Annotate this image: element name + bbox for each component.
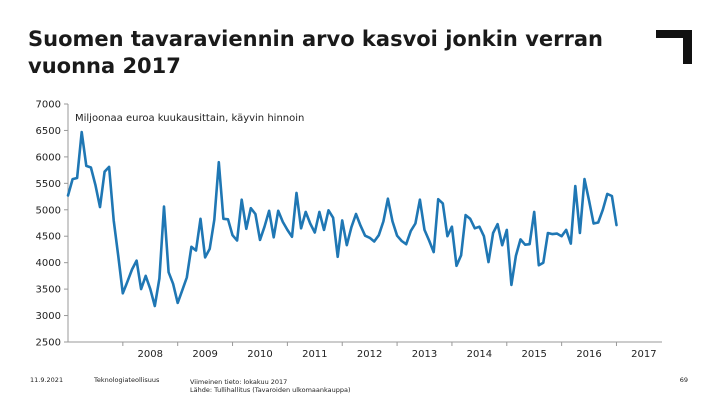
x-tick-label: 2013 — [412, 349, 437, 360]
x-tick-label: 2009 — [192, 349, 217, 360]
x-tick-label: 2010 — [247, 349, 272, 360]
y-tick-label: 3500 — [36, 285, 61, 296]
x-tick-label: 2008 — [138, 349, 163, 360]
y-tick-label: 3000 — [36, 311, 61, 322]
logo-bar-horizontal — [656, 30, 692, 38]
y-tick-label: 2500 — [36, 338, 61, 349]
series-group — [66, 130, 618, 308]
y-tick-label: 5500 — [36, 179, 61, 190]
y-tick-label: 7000 — [36, 100, 61, 111]
x-tick-label: 2011 — [302, 349, 327, 360]
x-tick-label: 2017 — [631, 349, 656, 360]
y-tick-label: 5000 — [36, 205, 61, 216]
chart-subtitle: Miljoonaa euroa kuukausittain, käyvin hi… — [75, 113, 304, 124]
y-tick-label: 6500 — [36, 126, 61, 137]
footer-organization: Teknologiateollisuus — [94, 376, 160, 384]
footer-date: 11.9.2021 — [30, 376, 64, 384]
y-tick-label: 6000 — [36, 152, 61, 163]
footer-source: Lähde: Tullihallitus (Tavaroiden ulkomaa… — [190, 386, 351, 394]
x-tick-label: 2016 — [576, 349, 601, 360]
x-tick-label: 2014 — [467, 349, 492, 360]
footer-last-data: Viimeinen tieto: lokakuu 2017 — [190, 378, 288, 386]
series-line — [66, 130, 618, 308]
footer-notes: Viimeinen tieto: lokakuu 2017 Lähde: Tul… — [190, 378, 351, 394]
y-axis: 2500 3000 3500 4000 4500 5000 5500 6000 6500 7000 — [36, 100, 69, 349]
x-tick-label: 2015 — [521, 349, 546, 360]
page-number: 69 — [679, 376, 688, 384]
logo-bar-vertical — [683, 30, 692, 64]
y-tick-label: 4500 — [36, 232, 61, 243]
slide-title: Suomen tavaraviennin arvo kasvoi jonkin … — [28, 27, 603, 78]
x-axis: 2008 2009 2010 2011 2012 2013 2014 2015 2016 2017 — [68, 341, 662, 360]
x-tick-label: 2012 — [357, 349, 382, 360]
corner-bracket-logo-icon — [656, 30, 692, 64]
y-tick-label: 4000 — [36, 258, 61, 269]
